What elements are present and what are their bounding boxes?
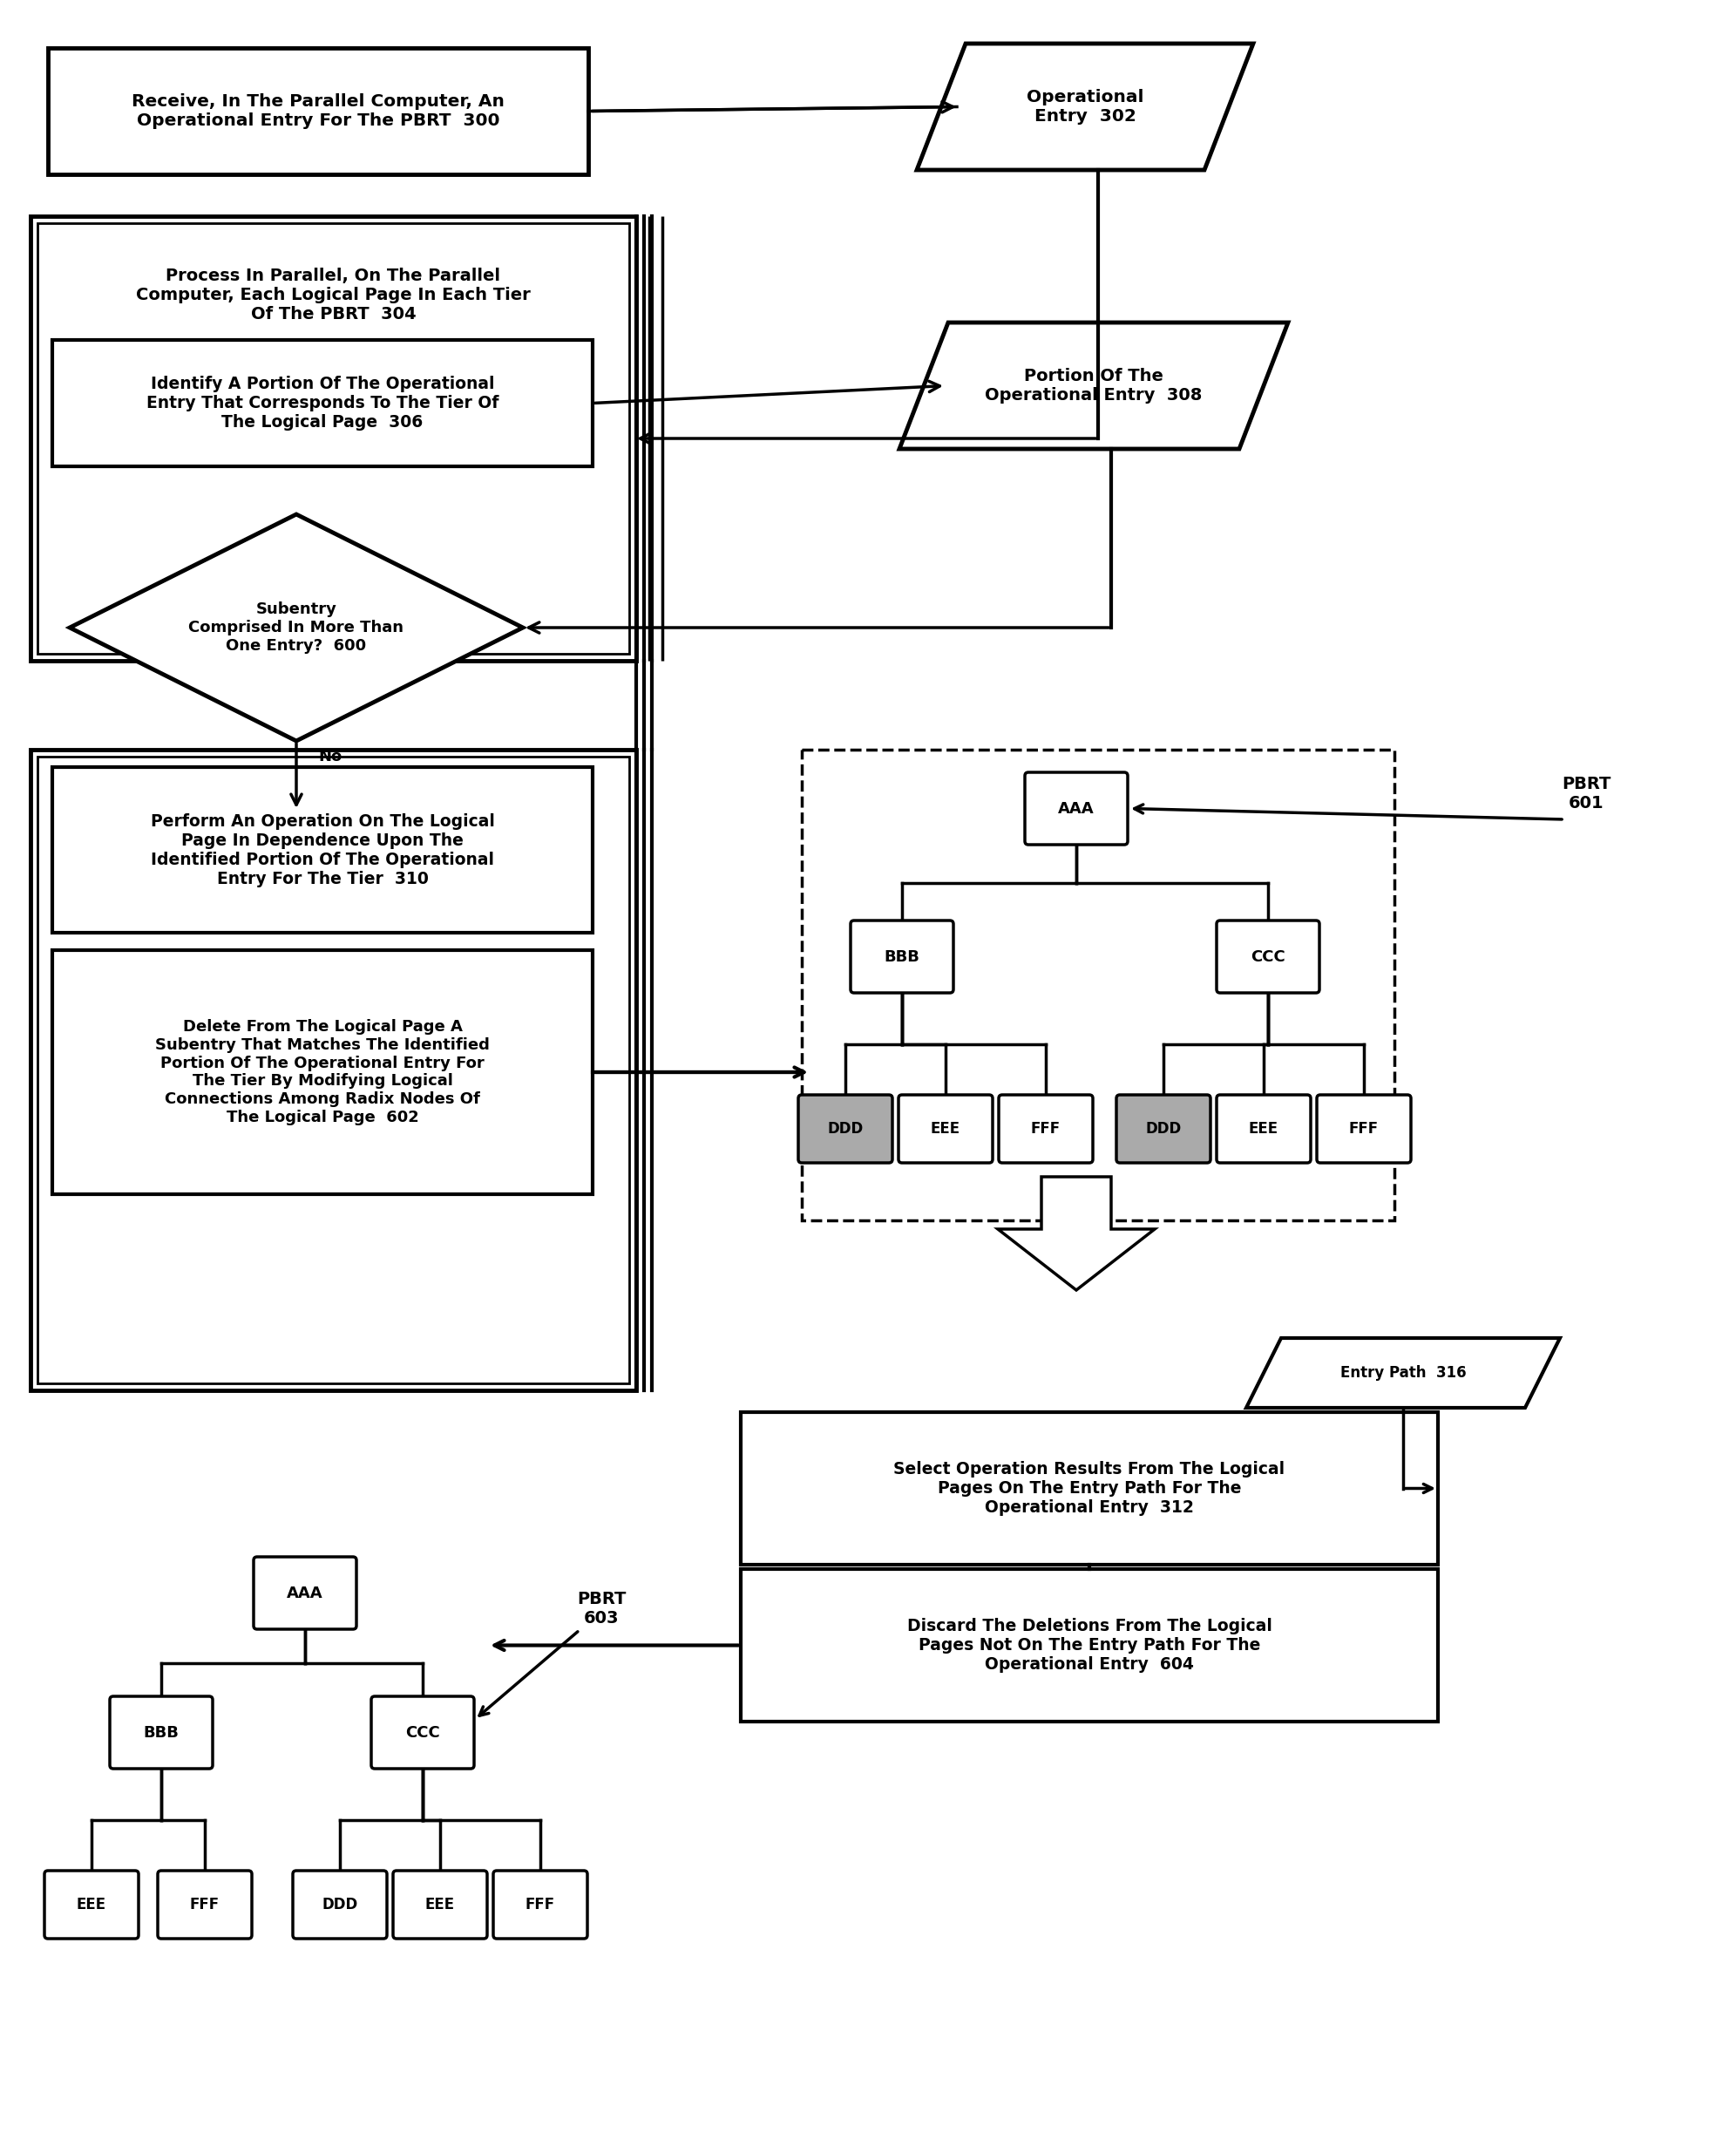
FancyBboxPatch shape — [1116, 1096, 1210, 1162]
FancyBboxPatch shape — [109, 1697, 212, 1768]
Polygon shape — [917, 43, 1253, 169]
Text: Operational
Entry  302: Operational Entry 302 — [1026, 90, 1144, 124]
FancyBboxPatch shape — [493, 1870, 587, 1939]
Text: Receive, In The Parallel Computer, An
Operational Entry For The PBRT  300: Receive, In The Parallel Computer, An Op… — [132, 94, 505, 128]
Text: PBRT
603: PBRT 603 — [576, 1590, 627, 1626]
Text: Discard The Deletions From The Logical
Pages Not On The Entry Path For The
Opera: Discard The Deletions From The Logical P… — [906, 1618, 1272, 1673]
Text: Identify A Portion Of The Operational
Entry That Corresponds To The Tier Of
The : Identify A Portion Of The Operational En… — [146, 377, 498, 430]
FancyBboxPatch shape — [1217, 920, 1319, 993]
Bar — [31, 749, 635, 1391]
Text: FFF: FFF — [526, 1896, 556, 1913]
Text: Process In Parallel, On The Parallel
Computer, Each Logical Page In Each Tier
Of: Process In Parallel, On The Parallel Com… — [135, 268, 531, 323]
FancyBboxPatch shape — [998, 1096, 1094, 1162]
Text: EEE: EEE — [76, 1896, 106, 1913]
Bar — [52, 766, 592, 933]
Text: EEE: EEE — [930, 1121, 960, 1136]
Bar — [38, 758, 628, 1382]
Polygon shape — [1246, 1338, 1561, 1408]
Polygon shape — [69, 514, 523, 740]
FancyBboxPatch shape — [253, 1556, 356, 1629]
Text: AAA: AAA — [286, 1586, 323, 1601]
Text: FFF: FFF — [1031, 1121, 1061, 1136]
Polygon shape — [899, 323, 1288, 449]
Text: EEE: EEE — [425, 1896, 455, 1913]
Text: DDD: DDD — [321, 1896, 358, 1913]
Text: FFF: FFF — [1349, 1121, 1378, 1136]
FancyBboxPatch shape — [1217, 1096, 1311, 1162]
Text: PBRT
601: PBRT 601 — [1562, 775, 1611, 811]
Text: Portion Of The
Operational Entry  308: Portion Of The Operational Entry 308 — [984, 368, 1203, 404]
FancyBboxPatch shape — [851, 920, 953, 993]
FancyBboxPatch shape — [1318, 1096, 1411, 1162]
Text: Select Operation Results From The Logical
Pages On The Entry Path For The
Operat: Select Operation Results From The Logica… — [894, 1462, 1285, 1515]
Text: AAA: AAA — [1059, 800, 1094, 815]
Text: CCC: CCC — [404, 1725, 439, 1740]
Bar — [52, 950, 592, 1194]
FancyBboxPatch shape — [799, 1096, 892, 1162]
Text: No: No — [318, 749, 342, 764]
Text: Entry Path  316: Entry Path 316 — [1340, 1365, 1467, 1380]
Text: EEE: EEE — [1248, 1121, 1278, 1136]
Polygon shape — [998, 1177, 1154, 1290]
Bar — [31, 216, 635, 661]
FancyBboxPatch shape — [392, 1870, 488, 1939]
Text: FFF: FFF — [189, 1896, 220, 1913]
Bar — [741, 1412, 1437, 1564]
FancyBboxPatch shape — [1024, 773, 1128, 845]
Text: BBB: BBB — [884, 948, 920, 965]
FancyBboxPatch shape — [158, 1870, 252, 1939]
Bar — [49, 47, 589, 173]
FancyBboxPatch shape — [293, 1870, 387, 1939]
FancyBboxPatch shape — [899, 1096, 993, 1162]
Text: DDD: DDD — [828, 1121, 863, 1136]
Text: CCC: CCC — [1250, 948, 1285, 965]
Text: BBB: BBB — [144, 1725, 179, 1740]
Bar — [52, 340, 592, 467]
FancyBboxPatch shape — [372, 1697, 474, 1768]
Bar — [741, 1569, 1437, 1721]
FancyBboxPatch shape — [45, 1870, 139, 1939]
Text: DDD: DDD — [1146, 1121, 1182, 1136]
Bar — [38, 223, 628, 653]
Text: Delete From The Logical Page A
Subentry That Matches The Identified
Portion Of T: Delete From The Logical Page A Subentry … — [155, 1019, 490, 1126]
Text: Perform An Operation On The Logical
Page In Dependence Upon The
Identified Porti: Perform An Operation On The Logical Page… — [151, 813, 495, 886]
Text: Subentry
Comprised In More Than
One Entry?  600: Subentry Comprised In More Than One Entr… — [189, 601, 404, 653]
